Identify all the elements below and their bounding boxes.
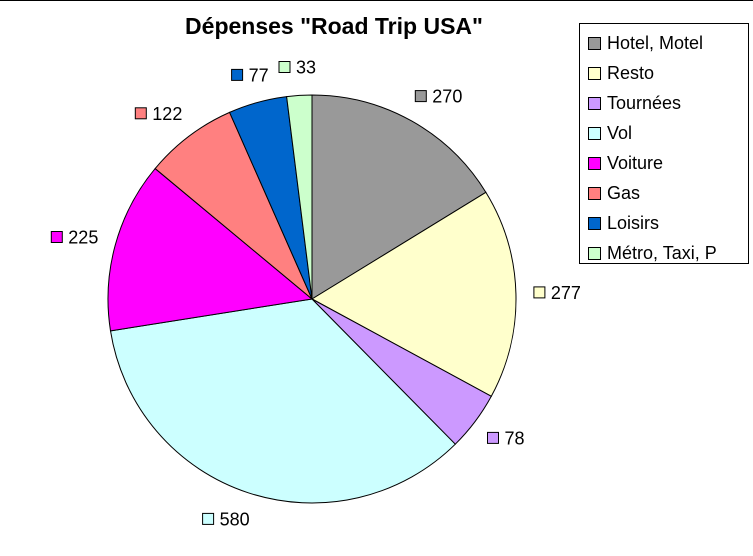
data-label-resto: 277 bbox=[533, 283, 581, 303]
legend-item-resto: Resto bbox=[588, 62, 654, 84]
legend-label: Hotel, Motel bbox=[607, 32, 704, 53]
legend-item-vol: Vol bbox=[588, 122, 632, 144]
legend-swatch bbox=[588, 156, 601, 170]
pie-slice-hotel-motel bbox=[311, 94, 487, 300]
data-label-swatch bbox=[533, 286, 546, 299]
legend-swatch bbox=[588, 96, 601, 110]
data-label-value: 225 bbox=[68, 228, 98, 248]
pie-slice-resto bbox=[311, 191, 517, 397]
pie-slice-metro-taxi-p bbox=[286, 94, 313, 300]
data-label-tournees: 78 bbox=[487, 428, 525, 448]
data-label-swatch bbox=[50, 231, 63, 243]
legend-swatch bbox=[588, 126, 601, 140]
legend-label: Voiture bbox=[607, 152, 664, 173]
legend-label: Tournées bbox=[607, 92, 682, 113]
data-label-vol: 580 bbox=[202, 509, 250, 529]
legend-label: Loisirs bbox=[607, 212, 660, 233]
legend: Hotel, Motel Resto Tournées Vol Voiture Gas Lo… bbox=[579, 23, 749, 264]
data-label-metro-taxi-p: 33 bbox=[278, 58, 316, 78]
data-label-voiture: 225 bbox=[50, 228, 98, 248]
data-label-swatch bbox=[202, 512, 215, 525]
legend-label: Gas bbox=[607, 182, 641, 203]
data-label-value: 270 bbox=[432, 87, 462, 107]
legend-item-loisirs: Loisirs bbox=[588, 212, 659, 234]
data-label-swatch bbox=[487, 431, 499, 444]
data-label-value: 277 bbox=[551, 283, 581, 303]
legend-label: Vol bbox=[607, 122, 633, 143]
data-label-value: 77 bbox=[249, 65, 269, 85]
legend-item-hotel-motel: Hotel, Motel bbox=[588, 32, 703, 54]
legend-label: Métro, Taxi, P bbox=[607, 242, 717, 263]
legend-item-tournees: Tournées bbox=[588, 92, 681, 114]
data-label-value: 122 bbox=[152, 104, 182, 124]
legend-swatch bbox=[588, 246, 601, 260]
data-label-value: 580 bbox=[220, 509, 250, 529]
legend-item-gas: Gas bbox=[588, 182, 640, 204]
chart-title: Dépenses "Road Trip USA" bbox=[185, 13, 483, 39]
data-label-swatch bbox=[414, 90, 427, 103]
legend-swatch bbox=[588, 216, 601, 230]
data-label-gas: 122 bbox=[134, 104, 182, 124]
pie-slice-vol bbox=[109, 298, 456, 504]
data-label-loisirs: 77 bbox=[231, 65, 269, 85]
legend-swatch bbox=[588, 186, 601, 200]
legend-swatch bbox=[588, 36, 601, 50]
data-label-swatch bbox=[134, 107, 147, 120]
data-label-hotel-motel: 270 bbox=[414, 87, 462, 107]
data-label-value: 78 bbox=[505, 428, 525, 448]
legend-label: Resto bbox=[607, 62, 655, 83]
data-label-value: 33 bbox=[296, 58, 316, 78]
pie-slice-voiture bbox=[107, 167, 314, 332]
legend-swatch bbox=[588, 66, 601, 80]
legend-item-metro-taxi-p: Métro, Taxi, P bbox=[588, 242, 717, 264]
data-label-swatch bbox=[231, 68, 244, 81]
legend-item-voiture: Voiture bbox=[588, 152, 663, 174]
data-label-swatch bbox=[278, 61, 291, 73]
